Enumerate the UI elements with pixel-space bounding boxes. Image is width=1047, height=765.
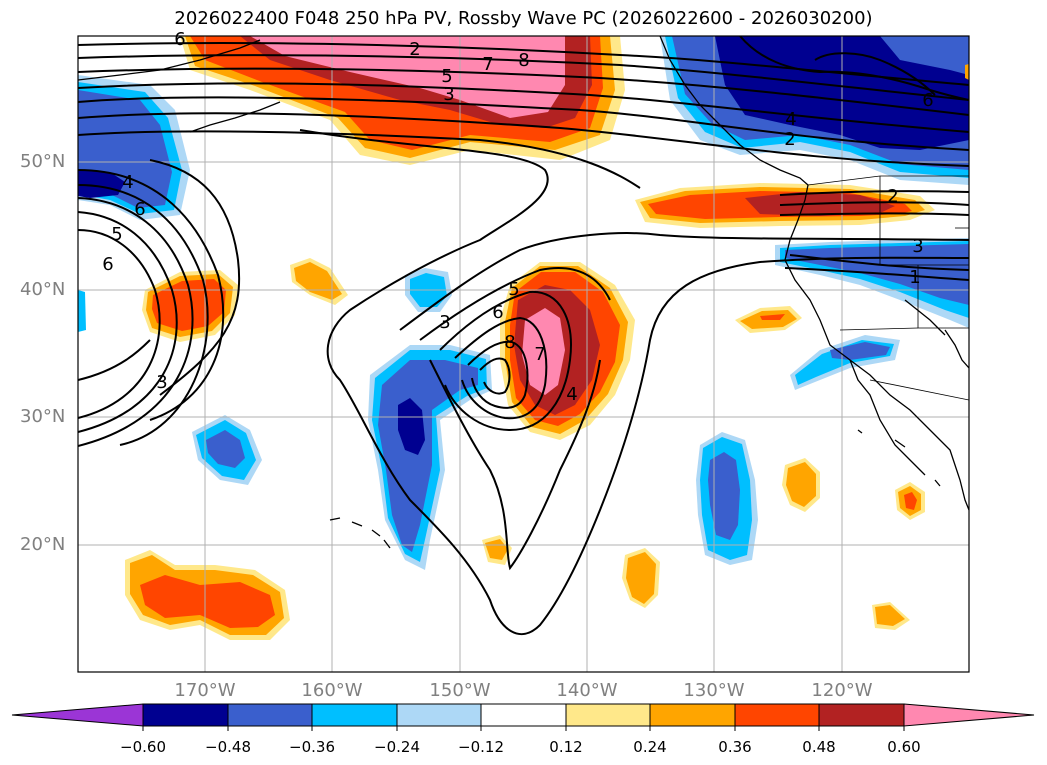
contour-label: 2 (784, 129, 795, 150)
colorbar-segment (396, 703, 482, 727)
colorbar-tick-label: −0.60 (120, 738, 166, 756)
southern-jet-negative-anomaly (775, 238, 969, 328)
colorbar-segment (480, 703, 567, 727)
trough-positive-anomaly (500, 262, 635, 440)
contour-label: 6 (174, 29, 185, 50)
contour-label: 4 (122, 172, 133, 193)
contour-label: 5 (111, 224, 122, 245)
lat-label-40n: 40°N (20, 279, 66, 300)
contour-label: 6 (102, 254, 113, 275)
colorbar-segment (734, 703, 820, 727)
west-negative-anomaly (78, 75, 190, 220)
lon-label-160w: 160°W (301, 680, 363, 701)
contour-label: 6 (134, 199, 145, 220)
contour-label: 7 (482, 54, 493, 75)
colorbar-segment (649, 703, 736, 727)
lon-label-170w: 170°W (174, 680, 236, 701)
contour-label: 8 (504, 332, 515, 353)
contour-label: 3 (439, 312, 450, 333)
colorbar-tick-label: −0.36 (289, 738, 335, 756)
lat-label-50n: 50°N (20, 151, 66, 172)
contour-label: 3 (156, 372, 167, 393)
lat-label-20n: 20°N (20, 534, 66, 555)
colorbar-segment (227, 703, 313, 727)
contour-label: 1 (909, 267, 920, 288)
contour-label: 5 (441, 66, 452, 87)
pv-contours (78, 36, 969, 636)
contour-label: 7 (534, 344, 545, 365)
map-title: 2026022400 F048 250 hPa PV, Rossby Wave … (174, 8, 873, 29)
lon-label-140w: 140°W (556, 680, 618, 701)
colorbar-tick-label: 0.36 (718, 738, 752, 756)
pv-anomaly-fill (78, 36, 969, 640)
contour-label: 4 (566, 384, 577, 405)
contour-label: 3 (912, 236, 923, 257)
contour-label: 6 (922, 90, 933, 111)
colorbar-segment (142, 703, 229, 727)
colorbar-segment (311, 703, 398, 727)
gridlines (78, 36, 969, 672)
colorbar-tick-label: −0.12 (458, 738, 504, 756)
colorbar-segment (818, 703, 905, 727)
contour-label: 5 (508, 279, 519, 300)
lon-label-130w: 130°W (683, 680, 745, 701)
contour-label: 4 (785, 109, 796, 130)
colorbar (11, 703, 1035, 731)
contour-label: 2 (887, 186, 898, 207)
contour-label: 3 (443, 84, 454, 105)
contour-labels: 6 7 8 5 3 2 4 5 6 3 6 3 5 6 8 7 4 4 2 2 … (102, 29, 933, 405)
colorbar-tick-label: −0.48 (205, 738, 251, 756)
contour-label: 6 (492, 302, 503, 323)
contour-label: 2 (409, 39, 420, 60)
colorbar-tick-label: 0.48 (802, 738, 836, 756)
colorbar-extend-high (903, 703, 1035, 727)
trough-negative-anomaly (368, 345, 492, 570)
lon-label-150w: 150°W (429, 680, 491, 701)
contour-label: 8 (518, 50, 529, 71)
lat-label-30n: 30°N (20, 406, 66, 427)
lon-label-120w: 120°W (811, 680, 873, 701)
plot-frame (77, 35, 970, 673)
colorbar-tick-label: 0.24 (633, 738, 667, 756)
colorbar-segment (565, 703, 651, 727)
colorbar-tick-label: 0.60 (887, 738, 921, 756)
colorbar-tick-label: −0.24 (374, 738, 420, 756)
colorbar-extend-low (11, 703, 144, 727)
colorbar-tick-label: 0.12 (549, 738, 583, 756)
